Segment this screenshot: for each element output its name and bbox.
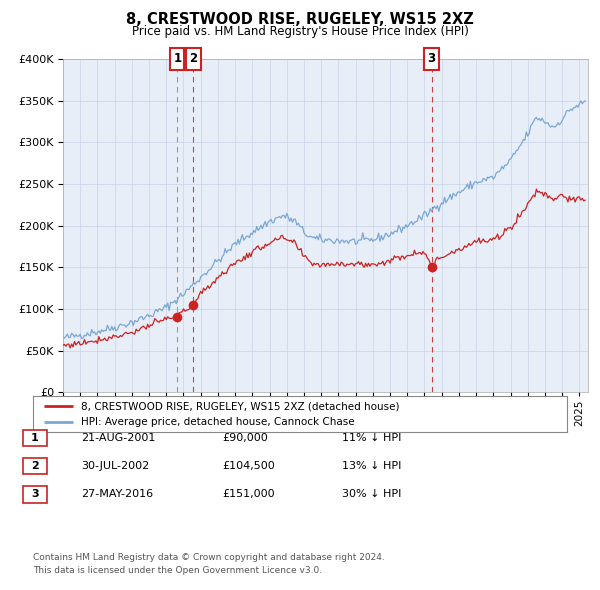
- Text: 30% ↓ HPI: 30% ↓ HPI: [342, 490, 401, 499]
- Text: 21-AUG-2001: 21-AUG-2001: [81, 433, 155, 442]
- Text: 8, CRESTWOOD RISE, RUGELEY, WS15 2XZ: 8, CRESTWOOD RISE, RUGELEY, WS15 2XZ: [126, 12, 474, 27]
- Text: 27-MAY-2016: 27-MAY-2016: [81, 490, 153, 499]
- Text: 2: 2: [190, 53, 197, 65]
- Text: 13% ↓ HPI: 13% ↓ HPI: [342, 461, 401, 471]
- Text: Contains HM Land Registry data © Crown copyright and database right 2024.: Contains HM Land Registry data © Crown c…: [33, 553, 385, 562]
- Text: 8, CRESTWOOD RISE, RUGELEY, WS15 2XZ (detached house): 8, CRESTWOOD RISE, RUGELEY, WS15 2XZ (de…: [81, 401, 400, 411]
- Text: £151,000: £151,000: [222, 490, 275, 499]
- Text: 1: 1: [31, 433, 38, 442]
- Text: 3: 3: [427, 53, 436, 65]
- Text: Price paid vs. HM Land Registry's House Price Index (HPI): Price paid vs. HM Land Registry's House …: [131, 25, 469, 38]
- Text: 3: 3: [31, 490, 38, 499]
- Text: 11% ↓ HPI: 11% ↓ HPI: [342, 433, 401, 442]
- Text: £104,500: £104,500: [222, 461, 275, 471]
- Text: £90,000: £90,000: [222, 433, 268, 442]
- Text: 2: 2: [31, 461, 38, 471]
- Text: 1: 1: [173, 53, 181, 65]
- Text: HPI: Average price, detached house, Cannock Chase: HPI: Average price, detached house, Cann…: [81, 417, 355, 427]
- Text: 30-JUL-2002: 30-JUL-2002: [81, 461, 149, 471]
- Text: This data is licensed under the Open Government Licence v3.0.: This data is licensed under the Open Gov…: [33, 566, 322, 575]
